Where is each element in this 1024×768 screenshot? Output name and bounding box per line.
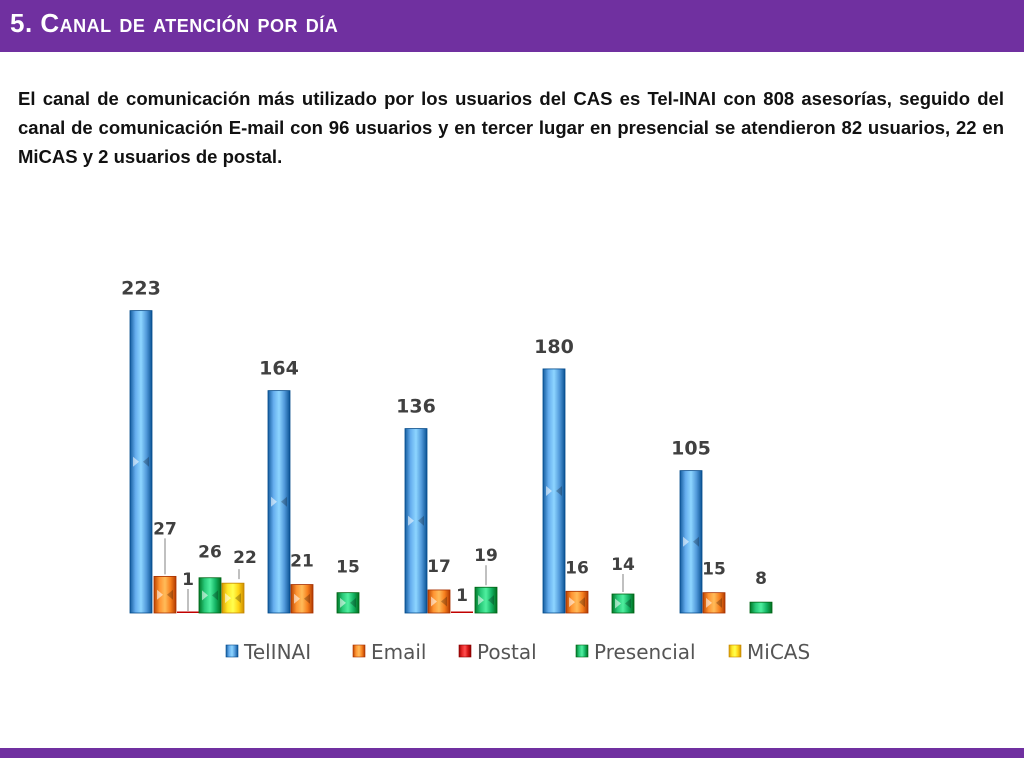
bar-shade-telinai-2 bbox=[418, 515, 424, 526]
bar-postal-2 bbox=[451, 611, 473, 613]
bottom-bar bbox=[0, 748, 1024, 758]
bar-shade-telinai-1 bbox=[281, 496, 287, 507]
data-label-telinai-4: 105 bbox=[671, 438, 711, 460]
data-label-presencial-4: 8 bbox=[755, 569, 767, 589]
bar-bevel-presencial-3 bbox=[615, 598, 621, 609]
bar-email-2 bbox=[427, 589, 451, 614]
title-bar: 5. Canal de atención por día bbox=[0, 0, 1024, 52]
bar-bevel-email-4 bbox=[706, 597, 712, 608]
bar-bevel-presencial-2 bbox=[478, 595, 484, 606]
bar-bevel-presencial-1 bbox=[340, 597, 346, 608]
bar-shade-email-4 bbox=[716, 597, 722, 608]
bar-shade-email-2 bbox=[441, 596, 447, 607]
data-label-telinai-2: 136 bbox=[396, 396, 436, 418]
bar-presencial-0 bbox=[198, 577, 222, 614]
bar-presencial-1 bbox=[336, 592, 360, 614]
data-label-email-1: 21 bbox=[290, 552, 314, 572]
data-label-presencial-1: 15 bbox=[336, 558, 360, 578]
bar-shade-presencial-0 bbox=[212, 590, 218, 601]
bar-bevel-telinai-1 bbox=[271, 496, 277, 507]
bar-shade-presencial-3 bbox=[625, 598, 631, 609]
bar-bevel-email-0 bbox=[157, 589, 163, 600]
bar-bevel-presencial-0 bbox=[202, 590, 208, 601]
bar-telinai-1 bbox=[267, 390, 291, 614]
bar-telinai-4 bbox=[679, 470, 703, 614]
data-label-presencial-0: 26 bbox=[198, 543, 222, 563]
bar-shade-email-1 bbox=[304, 593, 310, 604]
bar-shade-telinai-0 bbox=[143, 456, 149, 467]
legend-label-email: Email bbox=[371, 640, 427, 664]
bar-telinai-0 bbox=[129, 310, 153, 614]
bar-presencial-4 bbox=[749, 601, 773, 614]
legend-swatch-micas bbox=[728, 644, 742, 658]
data-label-presencial-2: 19 bbox=[474, 546, 498, 566]
bar-bevel-telinai-0 bbox=[133, 456, 139, 467]
data-label-telinai-0: 223 bbox=[121, 278, 161, 300]
slide-title: 5. Canal de atención por día bbox=[10, 8, 339, 38]
bar-shade-presencial-1 bbox=[350, 597, 356, 608]
legend-swatch-telinai bbox=[225, 644, 239, 658]
bar-email-0 bbox=[153, 575, 177, 614]
bar-chart: 223 164 136 180 105 27 21 17 16 15 1 1 26 15 19 14 8 22 Te… bbox=[0, 230, 1024, 680]
bar-bevel-telinai-3 bbox=[546, 485, 552, 496]
data-label-telinai-1: 164 bbox=[259, 358, 299, 380]
bar-telinai-3 bbox=[542, 368, 566, 614]
bar-shade-presencial-2 bbox=[488, 595, 494, 606]
legend-swatch-postal bbox=[458, 644, 472, 658]
bar-shade-email-0 bbox=[167, 589, 173, 600]
data-label-postal-2: 1 bbox=[456, 586, 468, 606]
legend-label-postal: Postal bbox=[477, 640, 537, 664]
bar-shade-telinai-4 bbox=[693, 536, 699, 547]
bar-bevel-micas-0 bbox=[225, 593, 231, 604]
bar-telinai-2 bbox=[404, 428, 428, 614]
data-label-email-2: 17 bbox=[427, 557, 451, 577]
data-label-telinai-3: 180 bbox=[534, 336, 574, 358]
data-label-presencial-3: 14 bbox=[611, 555, 635, 575]
data-label-postal-0: 1 bbox=[182, 570, 194, 590]
legend-label-presencial: Presencial bbox=[594, 640, 696, 664]
legend-swatch-presencial bbox=[575, 644, 589, 658]
bar-bevel-telinai-2 bbox=[408, 515, 414, 526]
bar-bevel-email-3 bbox=[569, 597, 575, 608]
bar-email-3 bbox=[565, 590, 589, 614]
bar-postal-0 bbox=[177, 611, 199, 613]
bar-micas-0 bbox=[221, 582, 245, 614]
bar-email-4 bbox=[702, 592, 726, 614]
bar-shade-micas-0 bbox=[235, 593, 241, 604]
data-label-email-4: 15 bbox=[702, 560, 726, 580]
legend-swatch-email bbox=[352, 644, 366, 658]
data-label-micas-0: 22 bbox=[233, 548, 257, 568]
intro-paragraph: El canal de comunicación más utilizado p… bbox=[18, 88, 1004, 167]
data-label-email-0: 27 bbox=[153, 519, 177, 539]
legend-label-telinai: TelINAI bbox=[243, 640, 311, 664]
bar-bevel-email-2 bbox=[431, 596, 437, 607]
data-label-email-3: 16 bbox=[565, 558, 589, 578]
bar-shade-email-3 bbox=[579, 597, 585, 608]
bar-presencial-2 bbox=[474, 586, 498, 614]
bar-bevel-email-1 bbox=[294, 593, 300, 604]
legend-label-micas: MiCAS bbox=[747, 640, 810, 664]
bar-bevel-telinai-4 bbox=[683, 536, 689, 547]
bar-email-1 bbox=[290, 584, 314, 614]
bar-presencial-3 bbox=[611, 593, 635, 614]
bar-shade-telinai-3 bbox=[556, 485, 562, 496]
